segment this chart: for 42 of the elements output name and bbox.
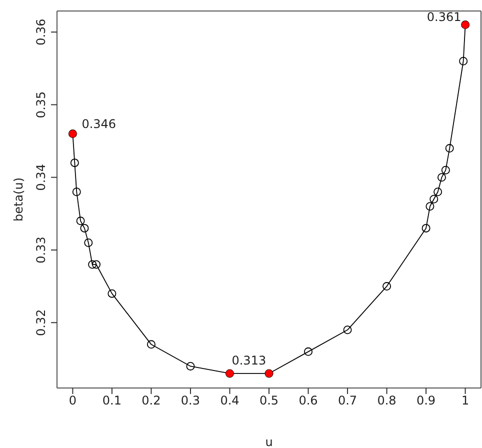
x-tick-label: 0.5	[259, 394, 279, 408]
point	[108, 289, 116, 298]
point	[186, 362, 195, 370]
data-label: 0.313	[232, 353, 266, 368]
point	[76, 216, 85, 226]
x-tick-label: 0.2	[142, 394, 161, 408]
x-tick-label: 0.9	[416, 394, 436, 408]
point	[459, 56, 468, 66]
y-tick-label: 0.32	[34, 309, 48, 336]
point	[441, 166, 450, 174]
x-tick-label: 0.4	[220, 394, 240, 408]
y-tick-label: 0.36	[34, 18, 48, 46]
point	[430, 194, 438, 204]
point	[80, 224, 89, 232]
point	[434, 188, 442, 196]
point	[382, 282, 392, 291]
x-axis-title: u	[265, 435, 273, 448]
data-label: 0.346	[82, 116, 116, 131]
x-tick-label: 0.3	[180, 394, 200, 408]
point	[437, 173, 446, 182]
point	[146, 340, 156, 349]
x-tick-label: 1	[461, 394, 470, 408]
y-tick-label: 0.35	[34, 91, 48, 118]
point	[84, 238, 93, 247]
x-tick-label: 0.1	[102, 394, 122, 408]
y-axis-title: beta(u)	[11, 177, 26, 222]
data-label: 0.361	[426, 10, 462, 24]
point	[88, 260, 97, 269]
point	[343, 326, 352, 334]
x-tick-label: 0	[68, 394, 77, 408]
point	[92, 260, 101, 269]
x-tick-label: 0.7	[338, 394, 358, 408]
y-tick-label: 0.33	[34, 236, 48, 264]
y-tick-label: 0.34	[34, 164, 48, 191]
point	[426, 202, 434, 211]
point	[72, 188, 81, 196]
x-tick-label: 0.6	[298, 394, 318, 408]
point	[70, 158, 79, 168]
point	[304, 347, 313, 356]
point	[422, 224, 430, 232]
point	[445, 144, 454, 153]
x-tick-label: 0.8	[377, 394, 396, 408]
